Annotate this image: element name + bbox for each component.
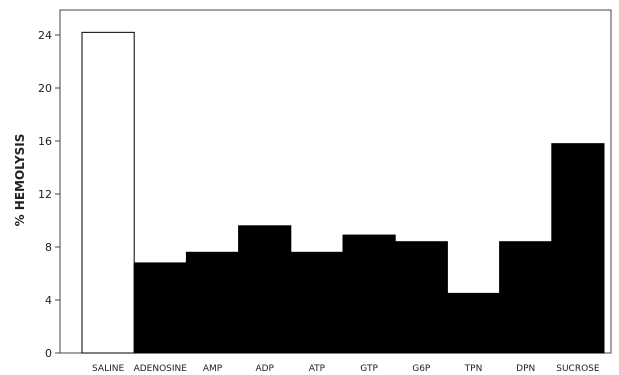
bars-group [81,31,605,354]
x-tick-label: TPN [464,364,483,374]
y-tick-label: 4 [45,294,52,307]
bar-atp [290,251,344,354]
y-tick-label: 16 [38,135,52,148]
bar-g6p [394,241,448,354]
x-tick-label: G6P [412,364,431,374]
bar-tpn [446,292,501,354]
x-tick-label: DPN [516,364,535,374]
bar-amp [185,251,240,354]
x-tick-label: ADENOSINE [134,364,188,374]
y-tick-label: 24 [38,29,52,42]
x-axis-labels: SALINE ADENOSINE AMP ADP ATP GTP G6P TPN DPN SUCR… [92,364,600,374]
y-tick-label: 0 [45,347,52,360]
y-tick-label: 12 [38,188,52,201]
bar-gtp [342,234,396,354]
bar-sucrose [551,143,605,354]
y-tick-label: 8 [45,241,52,254]
x-tick-label: ADP [255,364,274,374]
bar-saline [81,31,135,354]
x-tick-label: AMP [203,364,223,374]
bar-adp [238,225,292,354]
y-axis-label: % HEMOLYSIS [13,134,27,227]
bar-dpn [499,241,553,354]
y-axis: 0 4 8 12 16 20 24 [38,29,60,360]
x-tick-label: SALINE [92,364,124,374]
y-tick-label: 20 [38,82,52,95]
x-tick-label: ATP [309,364,326,374]
bar-adenosine [133,262,187,354]
x-tick-label: GTP [360,364,378,374]
x-tick-label: SUCROSE [556,364,600,374]
